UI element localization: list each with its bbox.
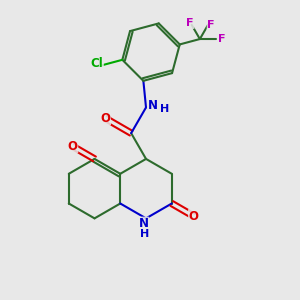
Text: F: F: [207, 20, 215, 30]
Text: H: H: [140, 229, 149, 239]
Text: F: F: [186, 18, 194, 28]
Text: O: O: [189, 210, 199, 223]
Text: N: N: [148, 100, 158, 112]
Text: F: F: [218, 34, 226, 44]
Text: N: N: [139, 217, 148, 230]
Text: H: H: [160, 104, 169, 114]
Text: O: O: [68, 140, 78, 153]
Text: Cl: Cl: [91, 57, 103, 70]
Text: O: O: [100, 112, 110, 125]
